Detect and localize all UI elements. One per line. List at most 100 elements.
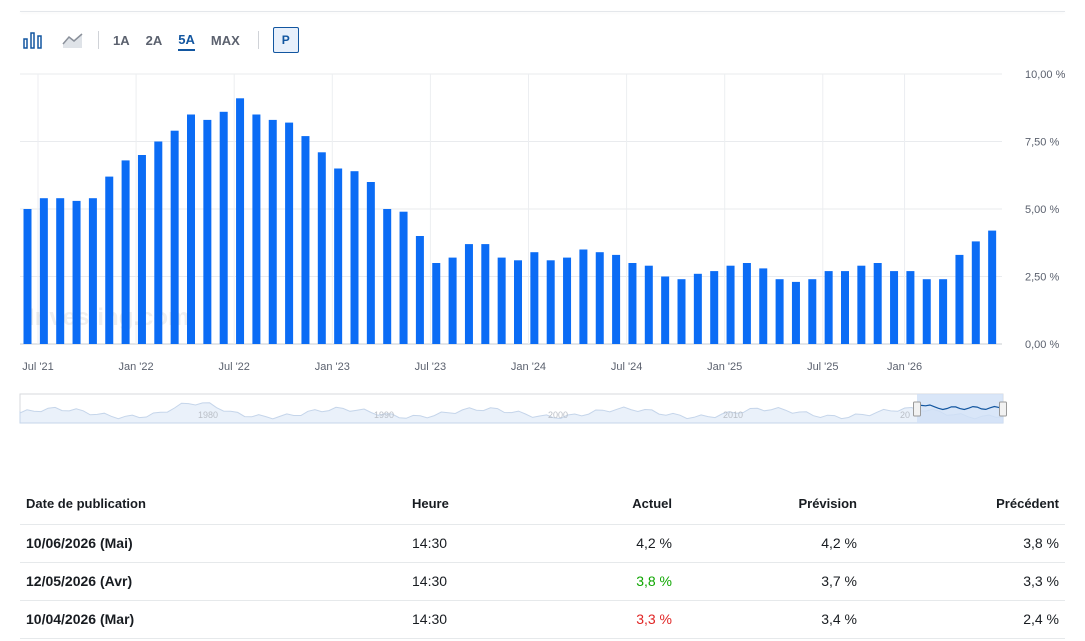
bar bbox=[481, 244, 490, 344]
bar bbox=[383, 209, 392, 344]
bar-chart-icon[interactable] bbox=[20, 27, 46, 53]
actual-value: 4,2 % bbox=[636, 535, 672, 551]
x-tick-label: Jan '26 bbox=[887, 361, 922, 373]
actual-value: 3,8 % bbox=[636, 573, 672, 589]
bar-chart: Investing.com 10,00 %7,50 %5,00 %2,50 %0… bbox=[19, 69, 1066, 424]
y-tick-label: 2,50 % bbox=[1025, 272, 1059, 284]
bar bbox=[906, 271, 915, 344]
bar bbox=[448, 257, 457, 344]
range-1a-button[interactable]: 1A bbox=[113, 32, 130, 48]
x-axis-ticks: Jul '21 Jan '22 Jul '22 Jan '23 Jul '23 Jan '… bbox=[22, 361, 922, 373]
bar bbox=[824, 271, 833, 344]
forecast-value: 4,2 % bbox=[821, 535, 857, 551]
bar bbox=[628, 263, 637, 344]
navigator-year-label: 20 bbox=[900, 410, 910, 420]
bar bbox=[661, 276, 670, 344]
bar bbox=[530, 252, 539, 344]
bar bbox=[56, 198, 65, 344]
bar bbox=[612, 254, 621, 344]
x-tick-label: Jul '23 bbox=[415, 361, 446, 373]
bar bbox=[317, 152, 326, 344]
x-tick-label: Jul '25 bbox=[807, 361, 838, 373]
bar bbox=[72, 200, 81, 344]
x-tick-label: Jul '21 bbox=[22, 361, 53, 373]
bar bbox=[955, 254, 964, 344]
range-2a-button[interactable]: 2A bbox=[145, 32, 163, 48]
header-time: Heure bbox=[412, 496, 449, 511]
bar bbox=[88, 198, 97, 344]
x-tick-label: Jan '24 bbox=[511, 361, 546, 373]
bar bbox=[285, 122, 294, 344]
y-tick-label: 10,00 % bbox=[1025, 69, 1066, 81]
bar bbox=[563, 257, 572, 344]
bar bbox=[464, 244, 473, 344]
line-chart-icon[interactable] bbox=[60, 27, 86, 53]
bar bbox=[203, 119, 212, 345]
forecast-value: 3,4 % bbox=[821, 611, 857, 627]
table-row: 10/06/2026 (Mai) 14:30 4,2 % 4,2 % 3,8 % bbox=[20, 525, 1065, 563]
bar bbox=[497, 257, 506, 344]
toolbar-separator bbox=[98, 31, 99, 49]
release-date: 12/05/2026 (Avr) bbox=[26, 573, 133, 589]
bar bbox=[890, 271, 899, 344]
header-actual: Actuel bbox=[632, 496, 672, 511]
bar bbox=[808, 279, 817, 344]
bar bbox=[301, 136, 310, 344]
previous-value: 3,8 % bbox=[1023, 535, 1059, 551]
navigator-year-label: 1980 bbox=[198, 410, 218, 420]
releases-table: Date de publication Heure Actuel Prévisi… bbox=[20, 486, 1065, 639]
range-max-button[interactable]: MAX bbox=[210, 32, 240, 48]
navigator-handle[interactable] bbox=[999, 401, 1007, 417]
grid-lines bbox=[20, 73, 1002, 345]
range-5a-button[interactable]: 5A bbox=[178, 30, 195, 51]
bar bbox=[187, 114, 195, 344]
bar bbox=[693, 273, 702, 344]
bar bbox=[710, 271, 719, 344]
actual-value: 3,3 % bbox=[636, 611, 672, 627]
header-previous: Précédent bbox=[996, 496, 1059, 511]
release-time: 14:30 bbox=[412, 535, 448, 551]
bar bbox=[219, 111, 228, 344]
bar bbox=[791, 281, 800, 344]
release-time: 14:30 bbox=[412, 611, 448, 627]
bar bbox=[432, 263, 441, 344]
chart-toolbar: 1A 2A 5A MAX P bbox=[20, 26, 299, 54]
bar bbox=[742, 263, 751, 344]
bars bbox=[23, 98, 997, 345]
bar bbox=[579, 249, 588, 344]
navigator-selected-line bbox=[916, 401, 1004, 412]
bar bbox=[546, 260, 555, 344]
release-time: 14:30 bbox=[412, 573, 448, 589]
header-date: Date de publication bbox=[26, 496, 146, 511]
bar bbox=[121, 160, 130, 344]
navigator-year-label: 1990 bbox=[374, 410, 394, 420]
bar bbox=[334, 168, 343, 344]
bar bbox=[415, 236, 424, 344]
bar bbox=[39, 198, 48, 344]
bar bbox=[514, 260, 522, 344]
range-navigator[interactable]: 1980 1990 2000 2010 20 bbox=[19, 393, 1007, 424]
x-tick-label: Jul '24 bbox=[611, 361, 642, 373]
bar bbox=[366, 182, 375, 344]
bar bbox=[350, 171, 359, 344]
release-date: 10/04/2026 (Mar) bbox=[26, 611, 135, 627]
previous-value: 2,4 % bbox=[1023, 611, 1059, 627]
navigator-handle[interactable] bbox=[913, 401, 921, 417]
toolbar-separator bbox=[257, 31, 259, 49]
y-tick-label: 0,00 % bbox=[1025, 339, 1059, 351]
x-tick-label: Jan '23 bbox=[315, 361, 350, 373]
bar bbox=[841, 271, 849, 344]
bar bbox=[154, 141, 163, 344]
bar bbox=[23, 209, 32, 344]
previous-value: 3,3 % bbox=[1023, 573, 1059, 589]
bar bbox=[252, 114, 261, 344]
navigator-year-label: 2000 bbox=[548, 410, 568, 420]
x-tick-label: Jan '25 bbox=[707, 361, 742, 373]
bar bbox=[857, 265, 866, 344]
y-tick-label: 7,50 % bbox=[1025, 137, 1059, 149]
p-button[interactable]: P bbox=[272, 27, 299, 53]
x-tick-label: Jul '22 bbox=[218, 361, 249, 373]
forecast-value: 3,7 % bbox=[821, 573, 857, 589]
bar bbox=[759, 268, 768, 344]
bar bbox=[775, 279, 784, 344]
